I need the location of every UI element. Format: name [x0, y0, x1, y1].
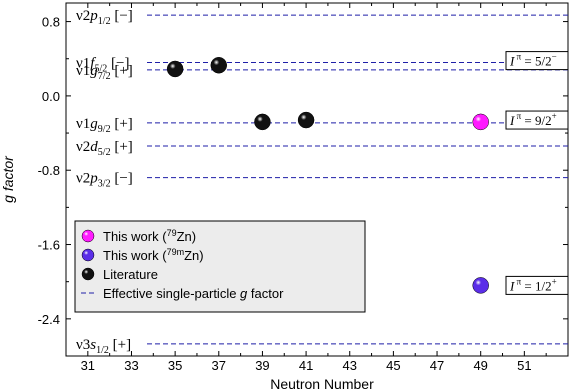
plot-frame [65, 2, 569, 357]
legend-box [74, 220, 366, 313]
plot-area [65, 2, 569, 357]
spin-parity-label: I π = 9/2+ [505, 110, 569, 130]
x-tick-label: 49 [473, 358, 487, 373]
spin-labels: I π = 5/2− I π = 9/2+ I π = 1/2+ [505, 51, 569, 295]
x-tick-label: 37 [212, 358, 226, 373]
y-tick-label: 0.0 [42, 89, 60, 104]
data-point [472, 113, 489, 131]
legend-entry: This work (79mZn) [103, 247, 204, 263]
single-particle-levels: ν2p1/2 [−] ν1f5/2 [−]ν1g7/2 [+] ν1g9/2 [+]… [76, 8, 568, 356]
x-tick-label: 41 [299, 358, 313, 373]
level-label: ν1g9/2 [+] [76, 116, 133, 135]
level-label: ν2p3/2 [−] [76, 171, 133, 190]
legend: This work (79Zn) This work (79mZn) Literat… [74, 220, 366, 313]
legend-entry: Effective single-particle g factor [103, 286, 284, 301]
x-axis-label: Neutron Number [270, 376, 374, 391]
spin-parity-label: I π = 1/2+ [505, 275, 569, 295]
spin-label-box [505, 275, 569, 295]
x-tick-label: 51 [517, 358, 531, 373]
y-axis-label: g factor [0, 155, 16, 203]
y-tick-label: -0.8 [38, 163, 60, 178]
y-tick-label: -2.4 [38, 312, 60, 327]
spin-label-text: I π = 1/2+ [509, 276, 557, 293]
x-tick-label: 47 [430, 358, 444, 373]
spin-label-box [505, 110, 569, 130]
axis-ticks: 31 33 35 37 39 41 43 45 47 49 51 0.8 0.0 -0.8 -1.6 -2.4 [38, 3, 569, 373]
y-tick-label: 0.8 [42, 15, 60, 30]
x-tick-label: 39 [255, 358, 269, 373]
data-point [254, 113, 271, 131]
x-tick-label: 45 [386, 358, 400, 373]
spin-label-box [505, 51, 569, 71]
level-label: ν2d5/2 [+] [76, 139, 133, 158]
spin-parity-label: I π = 5/2− [505, 51, 569, 71]
spin-label-text: I π = 5/2− [509, 52, 557, 69]
x-tick-label: 35 [168, 358, 182, 373]
legend-entry: Literature [103, 267, 158, 282]
x-tick-label: 43 [343, 358, 357, 373]
legend-entry: This work (79Zn) [103, 228, 196, 244]
level-label: ν1g7/2 [+] [76, 63, 133, 82]
data-point [472, 277, 489, 294]
legend-marker [81, 267, 95, 281]
data-point [297, 111, 315, 129]
x-tick-label: 33 [124, 358, 138, 373]
y-tick-label: -1.6 [38, 238, 60, 253]
legend-marker [81, 229, 95, 243]
spin-label-text: I π = 9/2+ [509, 111, 557, 128]
legend-marker [81, 248, 95, 262]
data-point [210, 56, 228, 74]
data-point [166, 60, 184, 78]
level-label: ν3s1/2 [+] [76, 337, 131, 356]
data-points [166, 56, 489, 294]
level-label: ν2p1/2 [−] [76, 8, 133, 27]
x-tick-label: 31 [81, 358, 95, 373]
level-label: ν1f5/2 [−] [76, 55, 129, 74]
